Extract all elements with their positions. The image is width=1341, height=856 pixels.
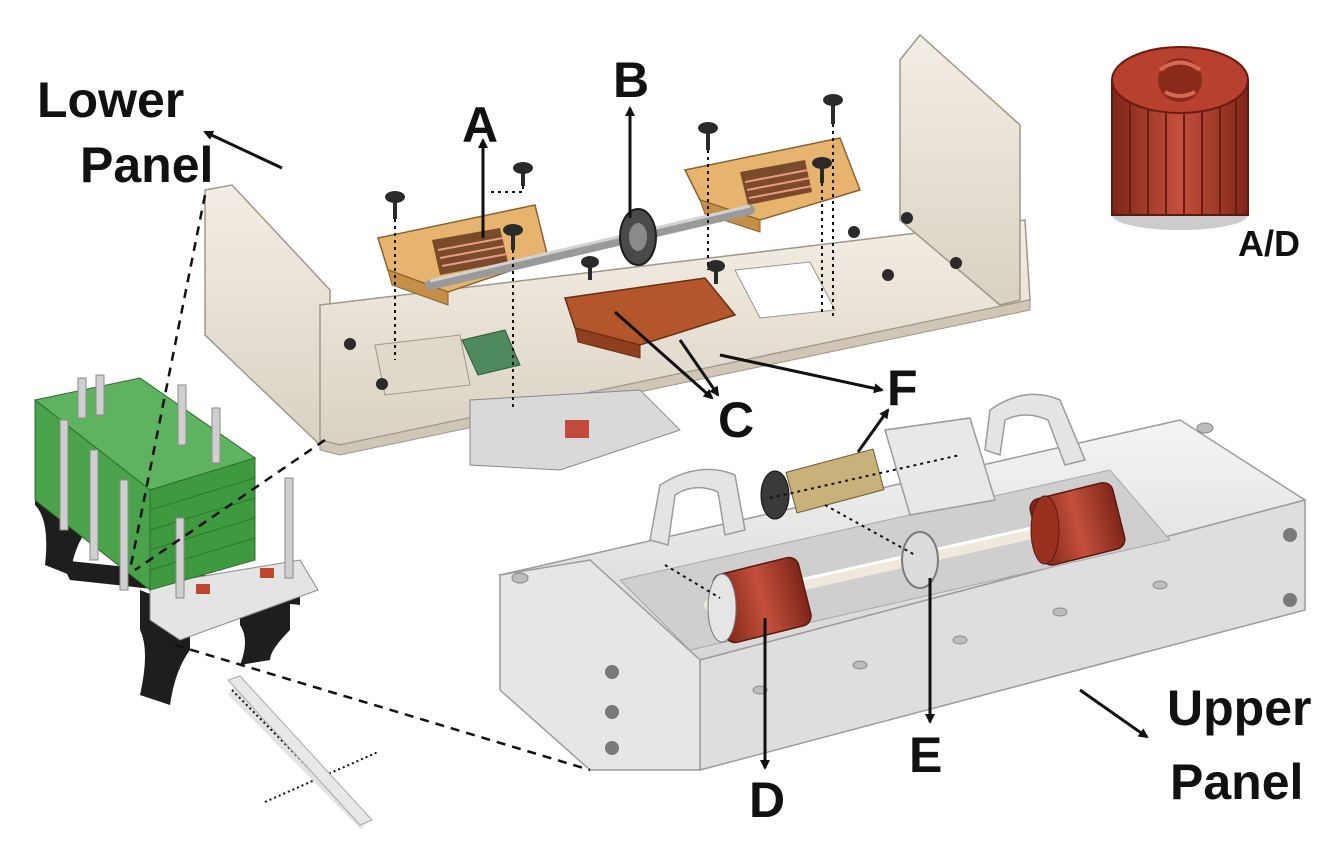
label-a: A [462, 97, 499, 153]
roller-support-left [649, 468, 746, 546]
bolt-hole [901, 212, 913, 224]
label-e: E [909, 727, 943, 783]
side-hole [1283, 528, 1297, 542]
guide-post [211, 407, 221, 464]
upper-panel-left-end [499, 559, 701, 771]
side-hole [605, 741, 619, 755]
roller-icon [196, 584, 210, 594]
leader-lines [128, 194, 591, 772]
carriage [149, 559, 319, 641]
mount-hole [852, 660, 868, 670]
mount-hole [952, 635, 968, 645]
side-hole [605, 705, 619, 719]
motor-housing [884, 417, 996, 516]
label-d: D [749, 772, 786, 828]
guide-post [89, 449, 99, 561]
bolt-hole [950, 257, 962, 269]
arrow-lower-panel [203, 130, 283, 170]
mount-hole [1052, 607, 1068, 617]
pointer-arrows [203, 106, 1149, 770]
arrow-f1 [719, 353, 884, 394]
guide-post [284, 477, 294, 579]
alignment-lines [394, 124, 834, 410]
connector [565, 420, 589, 438]
screw-icon [812, 157, 832, 183]
bolt-hole [344, 338, 356, 350]
guide-post [59, 419, 69, 531]
copper-plate [564, 277, 737, 359]
upper-panel-label-line2: Panel [1170, 754, 1304, 810]
screw-icon [707, 260, 725, 284]
screw-icon [513, 162, 533, 186]
screw-icon [581, 256, 599, 280]
guide-post [119, 479, 129, 591]
mount-hole [1196, 422, 1214, 434]
label-b: B [613, 52, 650, 108]
label-f: F [887, 360, 918, 416]
screw-icon [823, 94, 843, 124]
roller-icon [1029, 481, 1126, 566]
arrow-upper-panel [1079, 688, 1149, 739]
gear-icon [760, 470, 790, 520]
side-hole [605, 665, 619, 679]
roller-icon [260, 568, 274, 578]
screw-icon [698, 122, 718, 150]
ruler-strip [227, 675, 373, 826]
lower-panel-cutout [734, 261, 836, 319]
screw-icon [385, 191, 405, 219]
mount-hole [511, 572, 529, 584]
bolt-hole [882, 269, 894, 281]
arrow-c1 [614, 310, 714, 400]
lower-panel-label-line2: Panel [80, 137, 214, 193]
guide-post [177, 384, 187, 446]
roller-icon [707, 556, 812, 644]
bolt-hole [848, 226, 860, 238]
lower-panel-left-wall [204, 184, 331, 446]
upper-panel-label-line1: Upper [1167, 680, 1312, 736]
upper-panel [497, 393, 1307, 771]
guide-post [77, 377, 87, 419]
shaft-b [425, 204, 755, 290]
lower-panel-label-line1: Lower [37, 72, 185, 128]
pcb-piece [461, 329, 521, 376]
mount-hole [1152, 580, 1168, 590]
guide-post [175, 517, 185, 599]
side-hole [1283, 593, 1297, 607]
lower-panel-right-wall [899, 33, 1021, 306]
arrow-f2 [856, 408, 890, 453]
screws [385, 94, 843, 284]
guide-post [95, 374, 105, 416]
arrow-c2 [678, 339, 720, 397]
label-c: C [718, 392, 755, 448]
roller-detail-ad [1111, 46, 1249, 230]
gear-icon [901, 531, 939, 589]
label-ad: A/D [1238, 223, 1300, 264]
screw-icon [503, 224, 523, 250]
lower-panel-cutout [374, 334, 471, 396]
roller-support-right [984, 393, 1087, 466]
bolt-hole [376, 378, 388, 390]
